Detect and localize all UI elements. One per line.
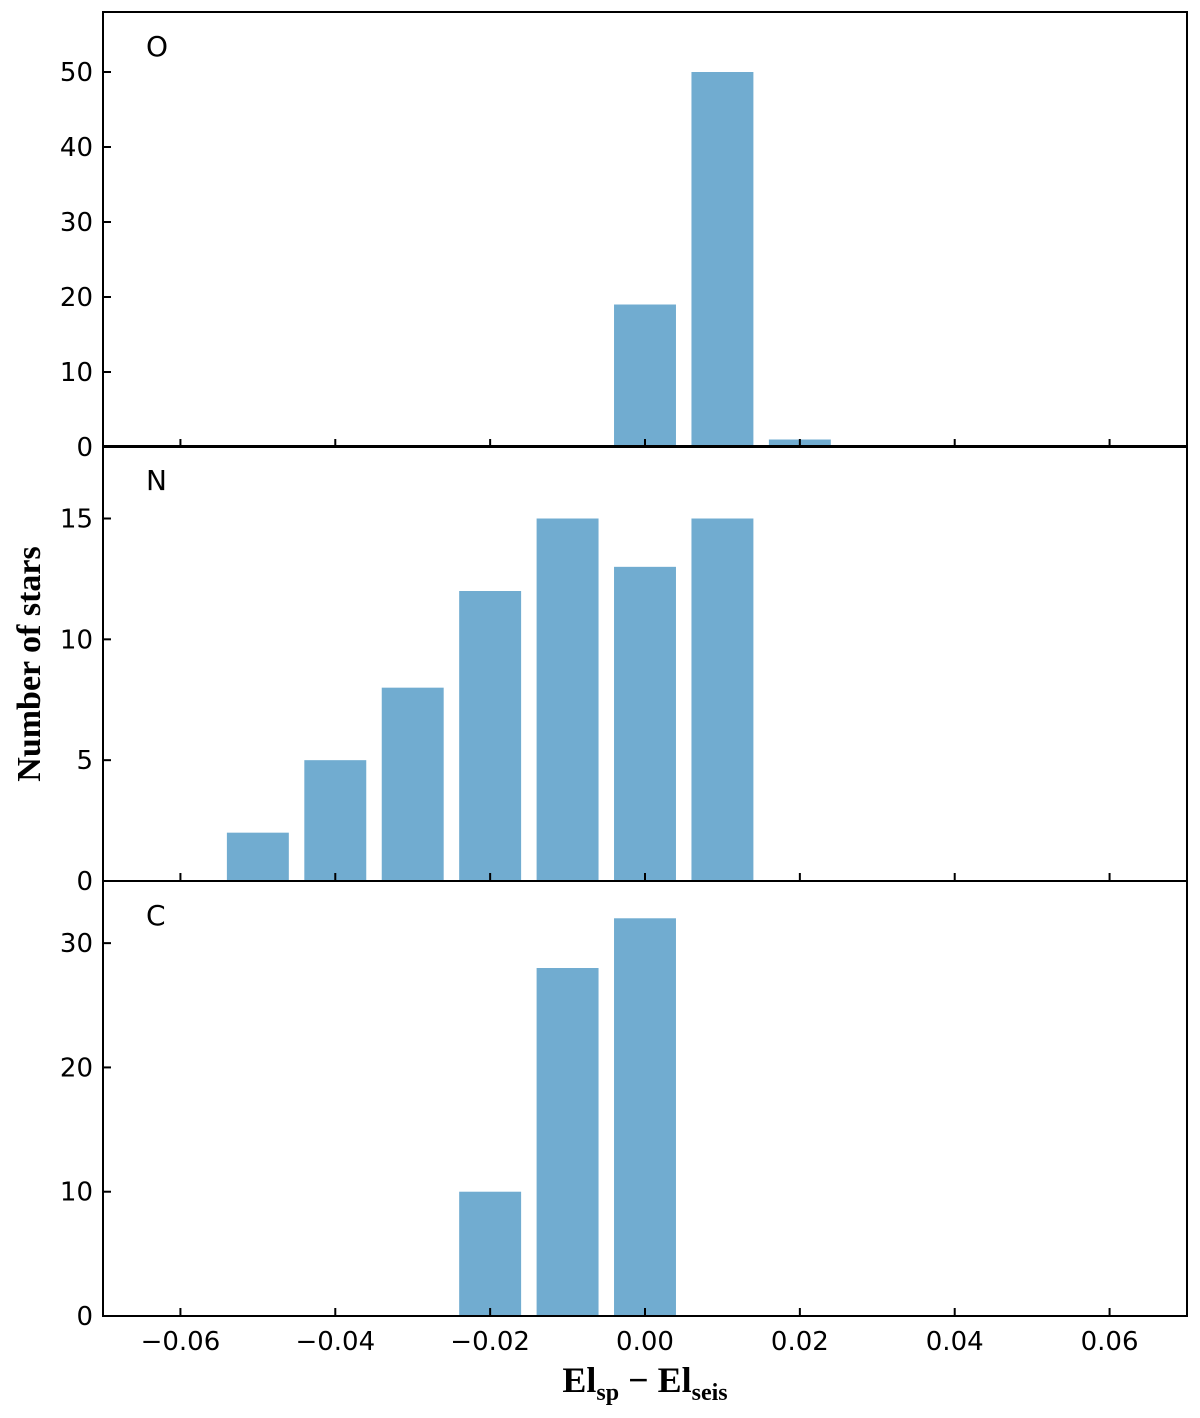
y-tick-label-o-1: 10 [60,358,93,388]
y-axis-label: Number of stars [11,546,48,781]
y-tick-label-n-1: 5 [76,746,93,776]
y-tick-label-c-3: 30 [60,929,93,959]
y-tick-label-c-1: 10 [60,1178,93,1208]
y-tick-label-c-0: 0 [76,1302,93,1332]
bar-n-3 [459,591,522,881]
bar-n-4 [536,518,599,881]
y-tick-label-o-3: 30 [60,208,93,238]
bar-n-5 [614,566,676,881]
x-tick-label-2: −0.02 [450,1327,530,1357]
panel-n: 0 5 10 15 N [60,445,1188,897]
bar-n-6 [691,518,754,881]
x-tick-label-4: 0.02 [771,1327,829,1357]
x-axis-label-part1: El [562,1360,596,1400]
x-tick-label-6: 0.06 [1081,1327,1139,1357]
x-tick-label-0: −0.06 [141,1327,221,1357]
panel-c: 0 10 20 30 C [60,880,1188,1332]
x-axis-label-part2: El [658,1360,692,1400]
bar-c-2 [614,918,676,1316]
y-tick-label-o-4: 40 [60,133,93,163]
y-tick-label-o-0: 0 [76,433,93,463]
bar-o-0 [614,304,676,447]
y-tick-label-n-0: 0 [76,867,93,897]
y-tick-label-o-2: 20 [60,283,93,313]
bar-c-0 [459,1191,522,1316]
x-tick-label-5: 0.04 [926,1327,984,1357]
x-axis-label: Elsp − Elseis [562,1360,727,1406]
panel-label-n: N [146,464,167,497]
y-tick-label-o-5: 50 [60,58,93,88]
bar-n-1 [304,760,367,881]
y-tick-label-n-2: 10 [60,625,93,655]
bar-o-1 [691,72,754,447]
bar-n-2 [381,687,444,881]
panel-label-c: C [146,899,166,932]
bar-n-0 [226,832,289,881]
x-tick-label-1: −0.04 [295,1327,375,1357]
y-tick-label-n-3: 15 [60,505,93,535]
x-tick-label-3: 0.00 [616,1327,674,1357]
x-axis-label-minus: − [619,1360,658,1400]
panel-o: 0 10 20 30 40 50 O [60,11,1188,463]
panels-layer: 0 10 20 30 40 50 O 0 5 10 15 N 0 10 20 30 C −0.06 −0.04 −0.… [60,11,1188,1357]
panel-label-o: O [146,30,168,63]
bar-c-1 [536,968,599,1316]
x-axis-label-sub2: seis [692,1380,728,1406]
y-tick-label-c-2: 20 [60,1053,93,1083]
x-axis-label-sub1: sp [596,1380,619,1406]
